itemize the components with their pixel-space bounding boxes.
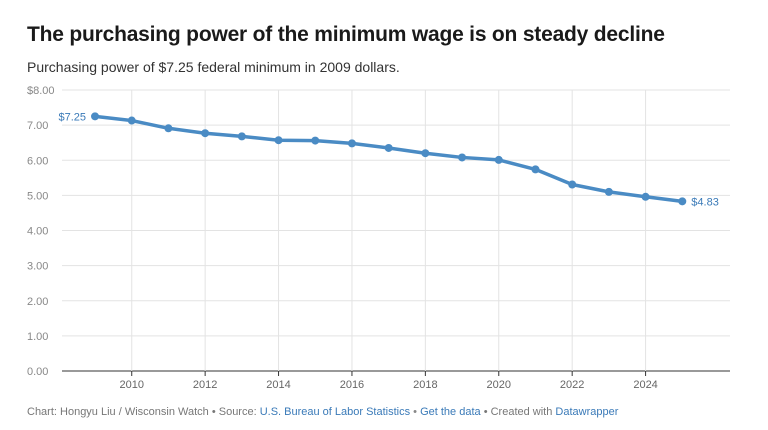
footer-credit-text: Chart: Hongyu Liu / Wisconsin Watch • So… (27, 406, 260, 418)
data-point (494, 155, 503, 164)
line-chart: 0.00 1.00 2.00 3.00 4.00 5.00 6.00 7.00 $8.00 201… (27, 85, 730, 391)
data-point (458, 153, 467, 162)
source-link[interactable]: U.S. Bureau of Labor Statistics (259, 406, 411, 418)
x-tick-label: 2010 (119, 379, 143, 391)
data-point (274, 136, 283, 145)
y-tick-label: $8.00 (27, 85, 55, 97)
data-point (311, 136, 320, 145)
footer-separator: • (410, 406, 421, 418)
data-point (237, 132, 246, 141)
data-point (127, 116, 136, 125)
data-point (201, 129, 210, 138)
x-tick-label: 2022 (560, 379, 584, 391)
y-tick-label: 5.00 (27, 190, 48, 202)
series-line (93, 114, 685, 204)
get-the-data-link[interactable]: Get the data (420, 406, 481, 418)
y-tick-label: 2.00 (27, 296, 48, 308)
datawrapper-link[interactable]: Datawrapper (555, 406, 619, 418)
x-tick-label: 2016 (340, 379, 364, 391)
data-label: $4.83 (691, 196, 719, 208)
data-point (568, 180, 577, 189)
footer-created-with-text: • Created with (480, 406, 556, 418)
x-tick-label: 2012 (193, 379, 217, 391)
data-point (91, 112, 100, 121)
data-point (347, 139, 356, 148)
chart-title: The purchasing power of the minimum wage… (27, 23, 665, 46)
chart-footer: Chart: Hongyu Liu / Wisconsin Watch • So… (27, 406, 618, 418)
data-point (678, 197, 687, 206)
data-point (384, 143, 393, 152)
x-tick-label: 2024 (633, 379, 657, 391)
y-tick-label: 6.00 (27, 155, 48, 167)
y-tick-label: 3.00 (27, 261, 48, 273)
data-point (421, 149, 430, 158)
y-tick-label: 7.00 (27, 120, 48, 132)
x-tick-label: 2014 (266, 379, 290, 391)
data-point (641, 192, 650, 201)
x-tick-label: 2018 (413, 379, 437, 391)
x-tick-label: 2020 (487, 379, 511, 391)
data-point (604, 187, 613, 196)
y-tick-label: 1.00 (27, 331, 48, 343)
data-point (164, 124, 173, 133)
y-tick-label: 0.00 (27, 366, 48, 378)
data-label: $7.25 (59, 111, 87, 123)
chart-subtitle: Purchasing power of $7.25 federal minimu… (27, 59, 400, 75)
data-point (531, 165, 540, 174)
y-tick-label: 4.00 (27, 226, 48, 238)
